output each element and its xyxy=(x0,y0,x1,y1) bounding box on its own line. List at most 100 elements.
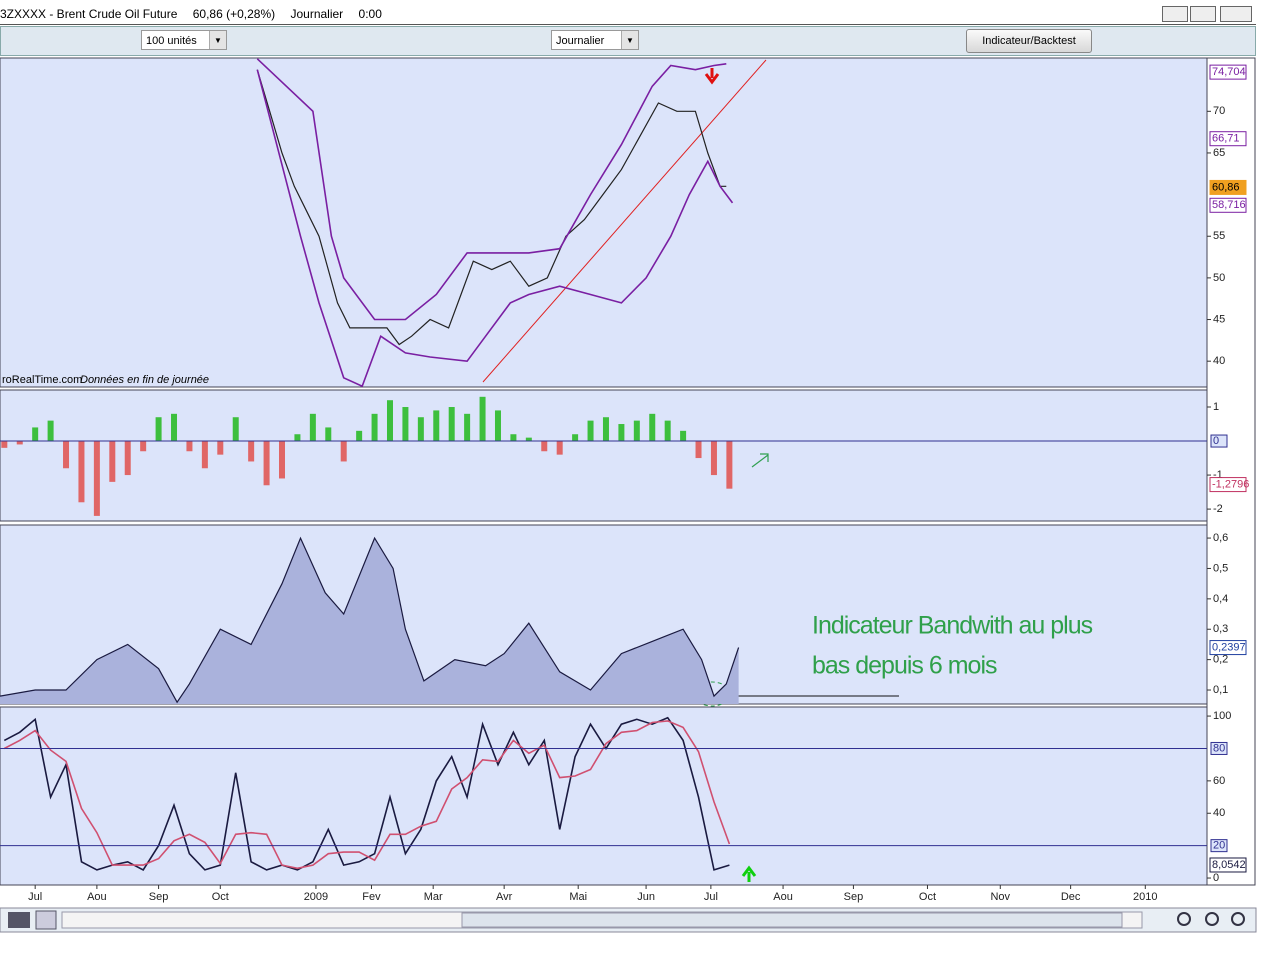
value-marker-label: 58,716 xyxy=(1212,199,1246,211)
histogram-bar xyxy=(279,441,286,479)
y-tick-label: 45 xyxy=(1213,313,1225,325)
y-tick-label: 65 xyxy=(1213,147,1225,159)
time: 0:00 xyxy=(358,7,382,21)
histogram-bar xyxy=(186,441,193,452)
histogram-bar xyxy=(1,441,8,448)
value-marker-box xyxy=(1209,64,1247,80)
value-marker-label: 0,2397 xyxy=(1212,641,1246,653)
period-select[interactable]: Journalier ▼ xyxy=(551,30,639,50)
histogram-bar xyxy=(248,441,255,462)
histogram-bar xyxy=(140,441,147,452)
histogram-bar xyxy=(572,434,579,442)
zoom-out[interactable] xyxy=(1205,912,1219,926)
series-line xyxy=(256,69,734,387)
y-tick-label: 0,4 xyxy=(1213,593,1228,605)
histogram-bar xyxy=(171,413,178,442)
zoom-in[interactable] xyxy=(1231,912,1245,926)
print-icon[interactable] xyxy=(8,912,30,928)
y-tick-label: 40 xyxy=(1213,807,1225,819)
y-tick-label: -1 xyxy=(1213,469,1223,481)
cursor-icon[interactable] xyxy=(35,910,57,930)
histogram-bar xyxy=(680,430,687,442)
level-label: 0 xyxy=(1213,435,1219,447)
scrollbar xyxy=(0,907,1257,933)
histogram-bar xyxy=(541,441,548,452)
x-tick-label: Aou xyxy=(773,891,793,903)
histogram-bar xyxy=(633,420,640,442)
histogram-bar xyxy=(109,441,116,482)
histogram-bar xyxy=(556,441,563,455)
histogram-bar xyxy=(587,420,594,442)
y-tick-label: -2 xyxy=(1213,503,1223,515)
histogram-bar xyxy=(201,441,208,469)
panel-content xyxy=(256,58,734,387)
histogram-bar xyxy=(16,441,23,445)
histogram-bar xyxy=(664,420,671,442)
x-tick-label: Sep xyxy=(149,891,169,903)
x-tick-label: Jul xyxy=(704,891,718,903)
histogram-bar xyxy=(649,413,656,442)
source-note: Données en fin de journée xyxy=(80,374,209,386)
histogram-bar xyxy=(726,441,733,489)
window-buttons xyxy=(1162,6,1252,22)
area-fill xyxy=(0,538,739,704)
histogram-bar xyxy=(309,413,316,442)
panel-histogram xyxy=(0,389,1208,522)
minimize-button[interactable] xyxy=(1162,6,1188,22)
scroll-thumb[interactable] xyxy=(461,912,1123,928)
panel-content xyxy=(0,536,740,704)
x-tick-label: Oct xyxy=(919,891,936,903)
histogram-bar xyxy=(525,437,532,442)
down-arrow xyxy=(704,68,720,85)
y-tick-label: 60 xyxy=(1213,775,1225,787)
level-label-box xyxy=(1210,839,1228,853)
close-button[interactable] xyxy=(1220,6,1252,22)
units-value: 100 unités xyxy=(146,35,197,47)
value-marker-box xyxy=(1209,179,1247,195)
value-marker-label: 8,0542 xyxy=(1212,859,1246,871)
histogram-bar xyxy=(448,407,455,442)
series-line xyxy=(3,720,731,870)
units-select[interactable]: 100 unités ▼ xyxy=(141,30,227,50)
source: roRealTime.com xyxy=(2,374,82,386)
histogram-bar xyxy=(710,441,717,476)
value-marker-label: -1,2796 xyxy=(1212,478,1249,490)
y-tick-label: 40 xyxy=(1213,355,1225,367)
histogram-bar xyxy=(78,441,85,503)
value-marker-label: 74,704 xyxy=(1212,66,1246,78)
x-tick-label: Mar xyxy=(424,891,443,903)
panel-price xyxy=(0,57,1208,388)
histogram-bar xyxy=(124,441,131,476)
value-marker-box xyxy=(1209,477,1247,493)
annotation: Indicateur Bandwith au plus xyxy=(812,612,1093,640)
last-price: 60,86 (+0,28%) xyxy=(192,7,276,21)
zoom-fit[interactable] xyxy=(1177,912,1191,926)
y-tick-label: 0,1 xyxy=(1213,684,1228,696)
value-marker-box xyxy=(1209,131,1247,147)
histogram-bar xyxy=(386,400,393,442)
x-tick-label: Nov xyxy=(990,891,1010,903)
panels xyxy=(0,57,1256,886)
title-bar: 3ZXXXX - Brent Crude Oil Future 60,86 (+… xyxy=(0,4,1256,25)
histogram-bar xyxy=(32,427,39,442)
trend-line xyxy=(482,59,767,383)
histogram-bar xyxy=(602,417,609,442)
panel-content xyxy=(1,396,733,516)
period-value: Journalier xyxy=(556,35,605,47)
up-arrow-hint xyxy=(751,453,769,468)
value-marker-label: 66,71 xyxy=(1212,133,1240,145)
histogram-bar xyxy=(464,413,471,442)
x-tick-label: Avr xyxy=(496,891,513,903)
histogram-bar xyxy=(479,396,486,442)
y-tick-label: 55 xyxy=(1213,230,1225,242)
x-tick-label: 2010 xyxy=(1133,891,1157,903)
level-label: 20 xyxy=(1213,840,1225,852)
panel-stochastic xyxy=(0,706,1208,886)
histogram-bar xyxy=(217,441,224,455)
area-line xyxy=(0,536,740,704)
indicator-button[interactable]: Indicateur/Backtest xyxy=(966,29,1092,53)
restore-button[interactable] xyxy=(1190,6,1216,22)
instrument: 3ZXXXX - Brent Crude Oil Future xyxy=(0,7,178,21)
y-tick-label: 1 xyxy=(1213,401,1219,413)
